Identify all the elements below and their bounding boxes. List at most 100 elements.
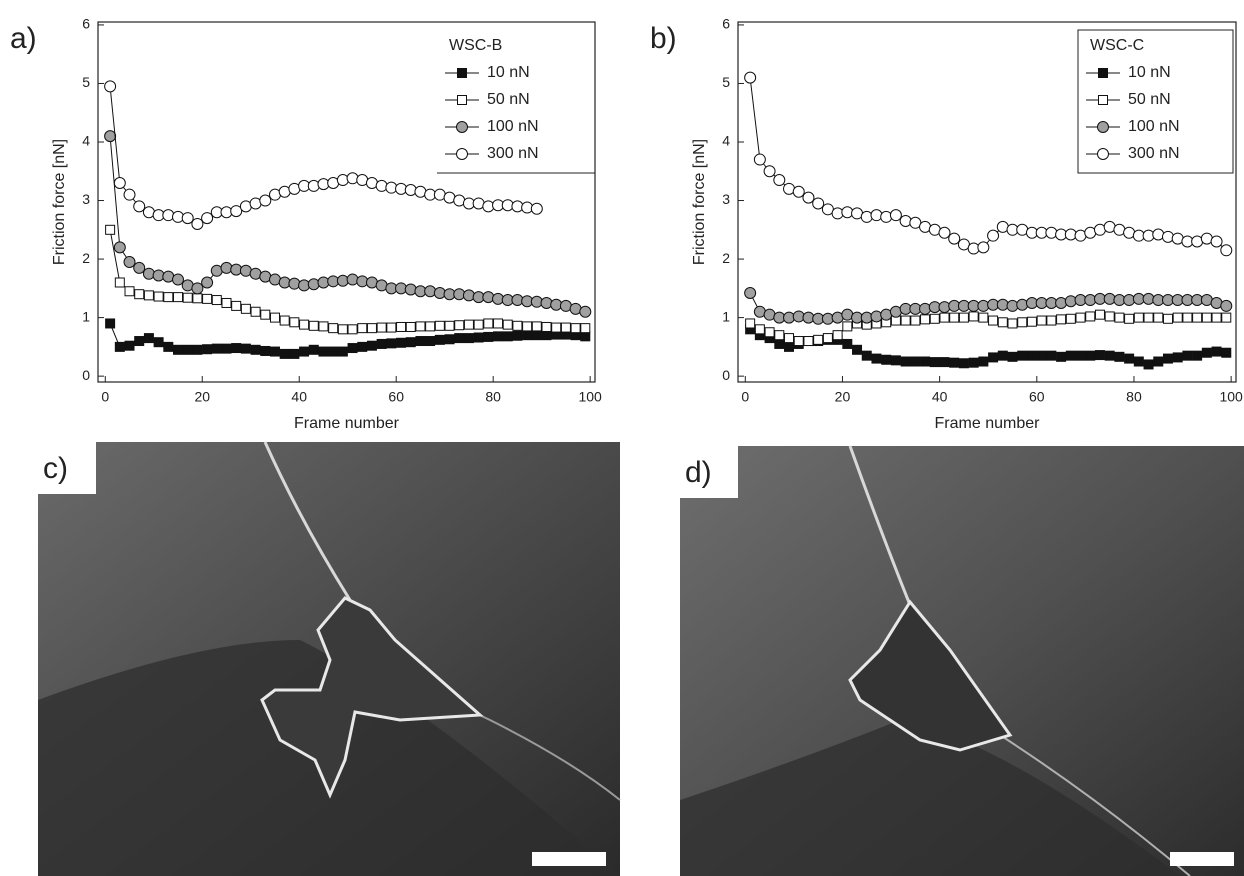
data-point bbox=[1133, 356, 1144, 367]
data-point bbox=[802, 191, 815, 204]
data-point bbox=[753, 153, 766, 166]
data-point bbox=[1017, 317, 1028, 328]
data-point bbox=[1211, 346, 1222, 357]
data-point bbox=[773, 174, 786, 187]
data-point bbox=[201, 212, 214, 225]
data-point bbox=[201, 276, 214, 289]
data-point bbox=[260, 309, 271, 320]
data-point bbox=[133, 200, 146, 213]
x-tick-label: 20 bbox=[194, 389, 210, 405]
data-point bbox=[977, 241, 990, 254]
data-point bbox=[375, 179, 388, 192]
data-point bbox=[463, 319, 474, 330]
y-tick-label: 0 bbox=[82, 367, 90, 383]
data-point bbox=[307, 278, 320, 291]
data-point bbox=[415, 336, 426, 347]
data-point bbox=[1046, 315, 1057, 326]
data-point bbox=[444, 334, 455, 345]
data-point bbox=[832, 330, 843, 341]
data-point bbox=[386, 338, 397, 349]
data-point bbox=[522, 321, 533, 332]
data-point bbox=[1153, 312, 1164, 323]
data-point bbox=[386, 322, 397, 333]
data-point bbox=[1162, 313, 1173, 324]
data-point bbox=[473, 319, 484, 330]
data-point bbox=[502, 331, 513, 342]
legend-label: 10 nN bbox=[1128, 64, 1171, 81]
data-point bbox=[289, 348, 300, 359]
data-point bbox=[784, 333, 795, 344]
data-point bbox=[231, 300, 242, 311]
data-point bbox=[792, 185, 805, 198]
data-point bbox=[939, 312, 950, 323]
plot-frame bbox=[737, 21, 1237, 383]
data-point bbox=[1104, 311, 1115, 322]
data-point bbox=[522, 330, 533, 341]
data-point bbox=[889, 209, 902, 222]
data-point bbox=[104, 130, 117, 143]
data-point bbox=[988, 352, 999, 363]
data-point bbox=[357, 323, 368, 334]
data-point bbox=[366, 323, 377, 334]
panel-label: b) bbox=[650, 22, 677, 55]
data-point bbox=[376, 338, 387, 349]
data-point bbox=[124, 286, 135, 297]
data-point bbox=[114, 277, 125, 288]
data-point bbox=[1161, 230, 1174, 243]
data-point bbox=[560, 322, 571, 333]
data-point bbox=[202, 344, 213, 355]
data-point bbox=[230, 205, 243, 218]
data-point bbox=[1162, 353, 1173, 364]
data-point bbox=[163, 292, 174, 303]
data-point bbox=[424, 285, 437, 298]
data-point bbox=[396, 321, 407, 332]
data-point bbox=[1153, 356, 1164, 367]
data-point bbox=[842, 321, 853, 332]
data-point bbox=[1221, 312, 1232, 323]
data-point bbox=[910, 315, 921, 326]
data-point bbox=[191, 217, 204, 230]
data-point bbox=[269, 346, 280, 357]
x-axis-label: Frame number bbox=[294, 415, 400, 432]
data-point bbox=[1221, 347, 1232, 358]
data-point bbox=[425, 321, 436, 332]
data-point bbox=[968, 357, 979, 368]
data-point bbox=[531, 321, 542, 332]
data-point bbox=[881, 354, 892, 365]
data-point bbox=[997, 317, 1008, 328]
legend-marker bbox=[457, 68, 467, 78]
data-point bbox=[289, 317, 300, 328]
data-point bbox=[570, 323, 581, 334]
data-point bbox=[968, 311, 979, 322]
data-point bbox=[259, 194, 272, 207]
y-tick-label: 4 bbox=[82, 133, 90, 149]
data-point bbox=[1211, 312, 1222, 323]
data-point bbox=[1036, 315, 1047, 326]
data-point bbox=[1075, 312, 1086, 323]
data-point bbox=[134, 289, 145, 300]
x-tick-label: 40 bbox=[932, 389, 948, 405]
legend-marker bbox=[1098, 68, 1108, 78]
data-point bbox=[919, 302, 932, 315]
data-point bbox=[173, 344, 184, 355]
data-point bbox=[337, 324, 348, 335]
sem-image bbox=[680, 445, 1244, 876]
data-point bbox=[812, 197, 825, 210]
legend-marker bbox=[456, 121, 468, 133]
data-point bbox=[483, 318, 494, 329]
data-point bbox=[1017, 350, 1028, 361]
data-point bbox=[463, 333, 474, 344]
y-tick-label: 5 bbox=[82, 74, 90, 90]
data-point bbox=[337, 346, 348, 357]
x-axis-label: Frame number bbox=[935, 415, 1041, 432]
data-point bbox=[579, 305, 592, 318]
data-point bbox=[540, 296, 553, 309]
data-point bbox=[405, 337, 416, 348]
data-point bbox=[405, 321, 416, 332]
y-axis-label: Friction force [nN] bbox=[51, 139, 68, 265]
data-point bbox=[1036, 350, 1047, 361]
data-point bbox=[793, 336, 804, 347]
data-point bbox=[347, 324, 358, 335]
data-point bbox=[920, 356, 931, 367]
data-point bbox=[978, 312, 989, 323]
